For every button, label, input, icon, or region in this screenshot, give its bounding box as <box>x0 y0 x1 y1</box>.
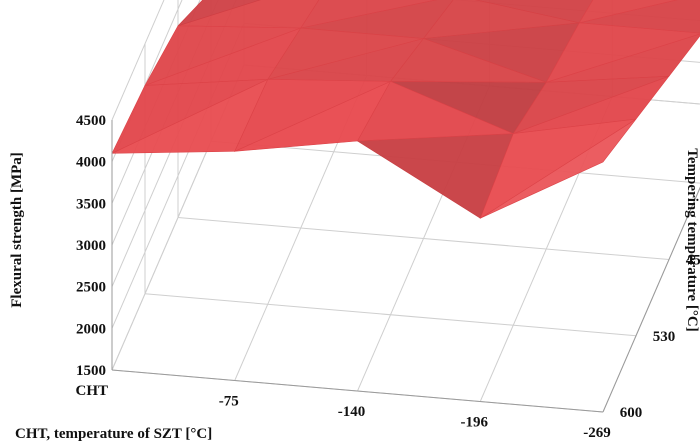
y-axis-title: Tempering temperature [°C] <box>684 148 700 331</box>
surface-facet <box>144 25 301 86</box>
z-tick-label: 3500 <box>76 196 106 212</box>
surface-facet <box>422 0 580 39</box>
surface-facet <box>300 0 437 29</box>
x-tick-label: -196 <box>461 415 489 431</box>
z-tick-label: 2500 <box>76 280 106 296</box>
x-axis-line <box>111 369 604 413</box>
floor-grid-line <box>177 217 670 260</box>
surface-facet <box>545 22 700 83</box>
x-tick-label: -269 <box>583 425 611 441</box>
z-axis-title: Flexural strength [MPa] <box>9 152 25 308</box>
x-tick-label: -75 <box>219 394 239 410</box>
surface-layer <box>111 0 700 219</box>
surface-facet <box>389 38 547 83</box>
y-tick-label: 530 <box>653 329 676 345</box>
z-tick-label: 4000 <box>76 155 106 171</box>
surface-facet <box>356 81 514 142</box>
x-tick-label: -140 <box>338 404 366 420</box>
surface-facet <box>479 118 637 219</box>
surface-facet <box>177 0 261 27</box>
z-tick-label: 1500 <box>76 363 106 379</box>
surface-facet <box>234 78 391 152</box>
floor-grid-line <box>144 293 637 337</box>
surface-facet <box>111 79 268 154</box>
surface-facet <box>512 75 670 135</box>
surface-facet <box>267 27 424 80</box>
y-axis-line <box>602 186 700 413</box>
z-tick-label: 2000 <box>76 321 106 337</box>
y-tick-label: 600 <box>620 405 643 421</box>
surface-facet <box>578 0 678 24</box>
z-tick-label: 4500 <box>76 113 106 129</box>
x-axis-title: CHT, temperature of SZT [°C] <box>15 426 212 442</box>
side-wall-grid-line <box>111 0 165 121</box>
z-tick-label: 3000 <box>76 238 106 254</box>
y-tick-label: 450 <box>686 253 700 269</box>
axis-layer: 1500 2000 2500 3000 3500 4000 4500 CHT -75 -140 -1… <box>75 113 700 441</box>
x-tick-label: CHT <box>75 383 108 399</box>
